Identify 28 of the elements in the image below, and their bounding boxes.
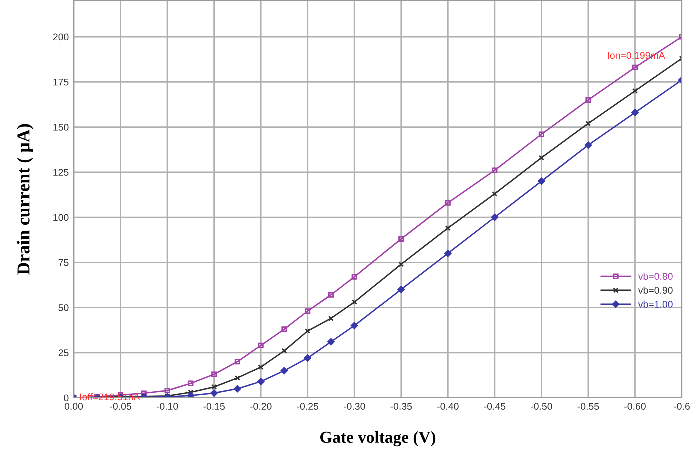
x-tick-label: -0.45 — [484, 403, 506, 410]
x-tick-label: -0.40 — [438, 403, 459, 410]
x-tick-label: -0.6 — [674, 403, 690, 410]
x-tick-label: -0.35 — [390, 403, 412, 410]
x-tick-label: -0.20 — [250, 403, 272, 410]
legend-label: vb=0.80 — [638, 272, 673, 280]
y-tick-label: 100 — [54, 214, 69, 222]
y-tick-label: 25 — [58, 350, 69, 356]
x-tick-label: -0.10 — [156, 403, 178, 410]
x-tick-label: -0.60 — [624, 403, 646, 410]
x-tick-label: -0.30 — [344, 403, 366, 410]
x-axis-title: Gate voltage (V) — [320, 431, 436, 447]
x-tick-label: -0.55 — [578, 403, 600, 410]
x-tick-label: -0.50 — [531, 403, 552, 410]
y-tick-label: 175 — [54, 78, 69, 86]
x-tick-label: -0.15 — [204, 403, 225, 410]
x-tick-label: -0.25 — [297, 403, 319, 410]
legend-label: vb=0.90 — [638, 286, 673, 294]
legend-label: vb=1.00 — [638, 300, 673, 308]
y-tick-label: 50 — [58, 304, 69, 312]
y-tick-label: 75 — [58, 259, 69, 266]
y-tick-label: 200 — [53, 34, 69, 41]
x-tick-label: 0.00 — [64, 403, 84, 410]
y-tick-label: 0 — [64, 394, 69, 402]
y-tick-label: 150 — [54, 124, 69, 131]
y-tick-label: 125 — [54, 169, 69, 176]
y-axis-title: Drain current ( μA) — [17, 124, 34, 276]
x-tick-label: -0.05 — [110, 403, 132, 410]
